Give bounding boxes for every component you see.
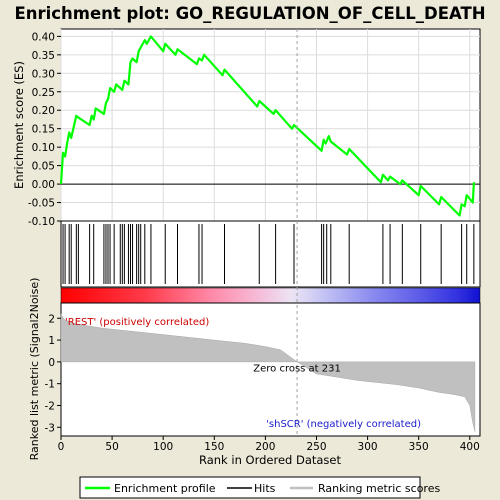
es-y-tick-label: -0.10 — [28, 216, 55, 228]
chart-title: Enrichment plot: GO_REGULATION_OF_CELL_D… — [14, 4, 485, 23]
es-y-tick-label: 0.05 — [32, 161, 55, 173]
es-y-tick-label: 0.15 — [32, 124, 55, 136]
x-tick-label: 200 — [255, 441, 275, 453]
legend-label-ranking: Ranking metric scores — [318, 482, 440, 495]
hits-group — [60, 224, 475, 284]
es-y-tick-label: -0.05 — [28, 198, 55, 210]
metric-y-axis-label: Ranked list metric (Signal2Noise) — [28, 278, 41, 461]
enrichment-profile-line — [59, 35, 475, 217]
negative-correlation-label: 'shSCR' (negatively correlated) — [266, 419, 421, 430]
es-y-tick-label: 0.10 — [32, 142, 55, 154]
x-tick-label: 300 — [358, 441, 378, 453]
es-y-tick-label: 0.25 — [32, 87, 55, 99]
es-y-tick-label: 0.35 — [32, 50, 55, 62]
metric-y-tick-label: -2 — [45, 400, 55, 412]
metric-y-tick-label: 0 — [48, 357, 55, 369]
es-y-tick-label: 0.20 — [32, 105, 55, 117]
x-tick-label: 250 — [306, 441, 326, 453]
metric-y-tick-label: 2 — [48, 313, 55, 325]
x-tick-label: 150 — [204, 441, 224, 453]
positive-correlation-label: 'REST' (positively correlated) — [65, 317, 209, 328]
x-tick-label: 100 — [153, 441, 173, 453]
metric-y-axis: 2 1 0 -1 -2 -3 — [45, 313, 61, 434]
x-tick-label: 400 — [460, 441, 480, 453]
rank-color-bar — [60, 287, 481, 304]
metric-y-tick-label: -3 — [45, 422, 55, 434]
x-axis-label: Rank in Ordered Dataset — [199, 453, 342, 467]
es-y-tick-label: 0.40 — [32, 31, 55, 43]
metric-y-tick-label: 1 — [48, 335, 55, 347]
es-y-axis-label: Enrichment score (ES) — [12, 61, 26, 189]
hits-panel — [60, 220, 481, 288]
x-axis: 0 50 100 150 200 250 300 350 400 — [58, 436, 480, 453]
legend-label-hits: Hits — [254, 482, 276, 495]
x-tick-label: 350 — [409, 441, 429, 453]
ranking-metric-area — [60, 312, 476, 432]
metric-y-tick-label: -1 — [45, 379, 55, 391]
x-tick-label: 50 — [105, 441, 118, 453]
legend-label-enrichment: Enrichment profile — [114, 482, 216, 495]
es-y-axis: -0.10 -0.05 0.00 0.05 0.10 0.15 0.20 0.25 0.30 0.… — [28, 31, 61, 228]
es-grid — [60, 29, 480, 222]
es-panel — [60, 28, 481, 222]
es-y-tick-label: 0.00 — [32, 179, 55, 191]
zero-cross-label: Zero cross at 231 — [253, 364, 341, 375]
es-y-tick-label: 0.30 — [32, 68, 55, 80]
x-tick-label: 0 — [58, 441, 65, 453]
